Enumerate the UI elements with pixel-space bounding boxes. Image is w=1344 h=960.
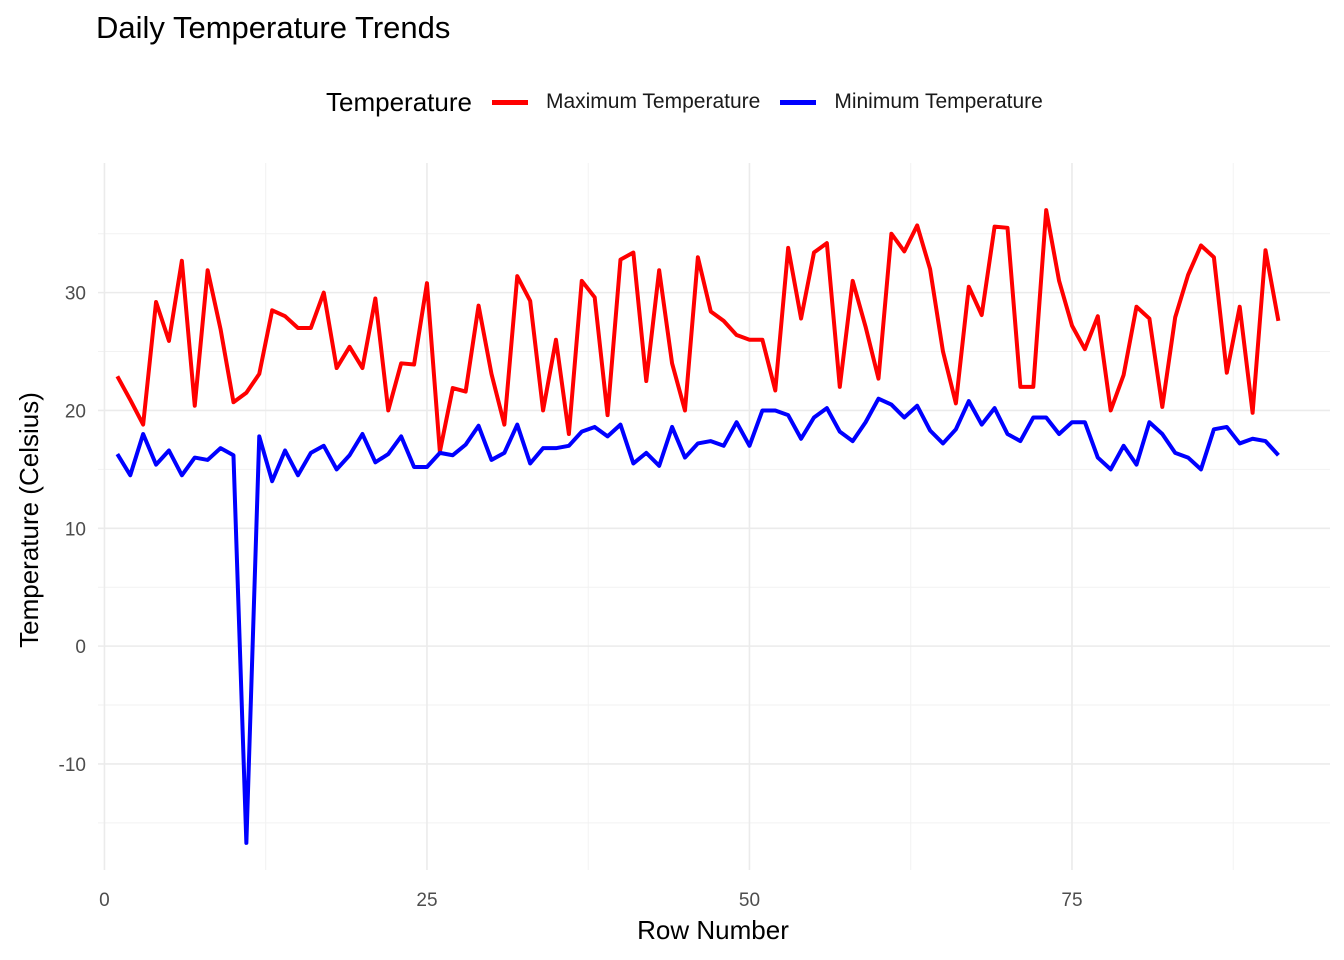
series-lines	[115, 208, 1281, 845]
y-axis-title: Temperature (Celsius)	[14, 392, 44, 648]
y-tick-label: -10	[59, 755, 86, 776]
y-tick-label: 10	[65, 519, 86, 540]
legend: Temperature Maximum Temperature Minimum …	[326, 86, 1063, 118]
x-tick-label: 75	[1061, 890, 1082, 911]
legend-item-maximum-temperature: Maximum Temperature	[491, 90, 761, 114]
x-axis-title: Row Number	[637, 915, 789, 945]
tick-labels: 0 25 50 75 -10 0 10 20 30	[59, 284, 1083, 911]
legend-swatch-maximum-temperature	[491, 99, 528, 105]
y-tick-label: 20	[65, 401, 86, 422]
legend-title: Temperature	[326, 86, 472, 117]
x-tick-label: 50	[739, 890, 760, 911]
y-tick-label: 30	[65, 284, 86, 305]
x-tick-label: 25	[416, 890, 437, 911]
x-tick-label: 0	[99, 890, 110, 911]
series-line-maximum-temperature	[115, 208, 1281, 454]
legend-swatch-minimum-temperature	[780, 99, 817, 105]
legend-label-maximum-temperature: Maximum Temperature	[545, 90, 761, 113]
chart-title: Daily Temperature Trends	[96, 10, 451, 45]
y-tick-label: 0	[75, 637, 86, 658]
series-line-minimum-temperature	[115, 396, 1280, 845]
legend-item-minimum-temperature: Minimum Temperature	[780, 90, 1043, 114]
legend-label-minimum-temperature: Minimum Temperature	[834, 90, 1043, 113]
grid-lines	[98, 163, 1330, 870]
